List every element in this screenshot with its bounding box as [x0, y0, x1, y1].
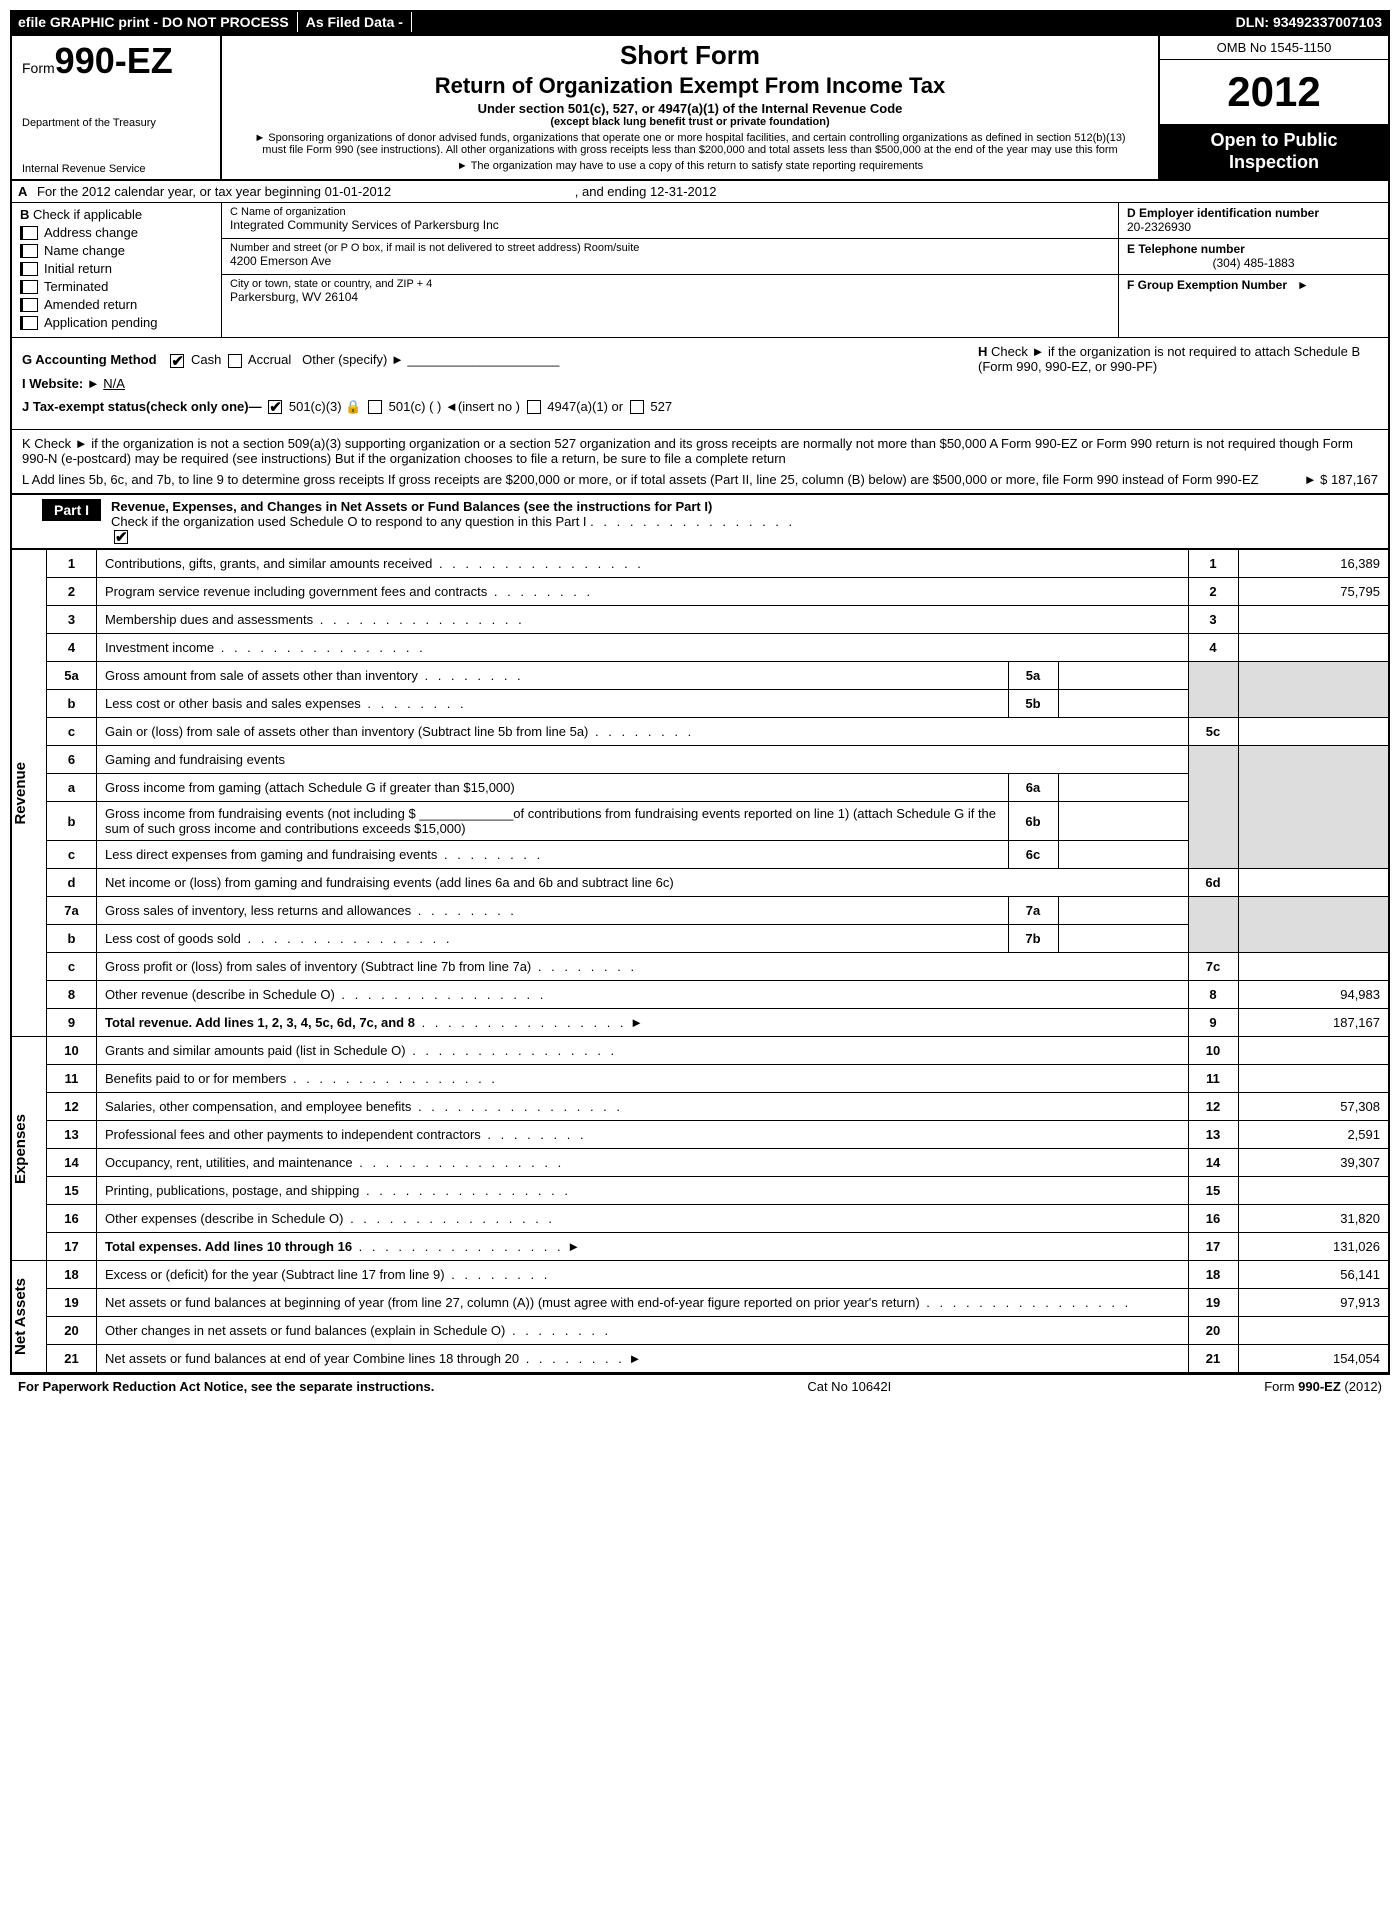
l-amount: ► $ 187,167	[1304, 472, 1378, 487]
street-label: Number and street (or P O box, if mail i…	[230, 242, 1110, 254]
h-text: Check ► if the organization is not requi…	[978, 344, 1360, 374]
col-b-head: Check if applicable	[33, 207, 142, 222]
chk-501c[interactable]	[368, 400, 382, 414]
street-val: 4200 Emerson Ave	[230, 254, 1110, 268]
note-sponsoring: Sponsoring organizations of donor advise…	[242, 132, 1138, 156]
dept-irs: Internal Revenue Service	[22, 163, 210, 175]
title-short-form: Short Form	[242, 40, 1138, 71]
asfiled-label: As Filed Data -	[298, 12, 412, 32]
col-b: B Check if applicable Address change Nam…	[12, 203, 222, 337]
form-number: Form990-EZ	[22, 40, 210, 82]
cb-pending[interactable]: Application pending	[20, 315, 213, 330]
form-no-big: 990-EZ	[55, 40, 173, 81]
f-label: F Group Exemption Number	[1127, 278, 1287, 292]
cell-street: Number and street (or P O box, if mail i…	[222, 239, 1118, 275]
footer-center: Cat No 10642I	[434, 1379, 1264, 1394]
row-a-text: For the 2012 calendar year, or tax year …	[37, 184, 391, 199]
l-text: L Add lines 5b, 6c, and 7b, to line 9 to…	[22, 472, 1378, 487]
row-a: A For the 2012 calendar year, or tax yea…	[12, 181, 1388, 203]
chk-accrual[interactable]	[228, 354, 242, 368]
city-label: City or town, state or country, and ZIP …	[230, 278, 1110, 290]
k-text: K Check ► if the organization is not a s…	[22, 436, 1378, 466]
d-val: 20-2326930	[1127, 220, 1380, 234]
page-footer: For Paperwork Reduction Act Notice, see …	[10, 1375, 1390, 1398]
chk-4947[interactable]	[527, 400, 541, 414]
open-public: Open to Public Inspection	[1160, 124, 1388, 179]
section-ghij: G Accounting Method Cash Accrual Other (…	[12, 338, 1388, 430]
chk-527[interactable]	[630, 400, 644, 414]
form-header: Form990-EZ Department of the Treasury In…	[12, 36, 1388, 181]
lines-table: Revenue 1Contributions, gifts, grants, a…	[12, 549, 1388, 1373]
section-bcd: B Check if applicable Address change Nam…	[12, 203, 1388, 338]
cell-phone: E Telephone number (304) 485-1883	[1119, 239, 1388, 275]
cb-name[interactable]: Name change	[20, 243, 213, 258]
col-d: D Employer identification number 20-2326…	[1118, 203, 1388, 337]
dln-label: DLN: 93492337007103	[1228, 12, 1390, 32]
row-a-label: A	[18, 184, 27, 199]
cb-amended[interactable]: Amended return	[20, 297, 213, 312]
header-center: Short Form Return of Organization Exempt…	[222, 36, 1158, 179]
line-h: H Check ► if the organization is not req…	[978, 344, 1378, 423]
col-b-label: B	[20, 207, 29, 222]
cb-initial[interactable]: Initial return	[20, 261, 213, 276]
part1-header: Part I Revenue, Expenses, and Changes in…	[12, 495, 1388, 550]
footer-left: For Paperwork Reduction Act Notice, see …	[18, 1379, 434, 1394]
section-kl: K Check ► if the organization is not a s…	[12, 430, 1388, 495]
e-val: (304) 485-1883	[1127, 256, 1380, 270]
label-netassets: Net Assets	[12, 1278, 29, 1355]
subtitle-section: Under section 501(c), 527, or 4947(a)(1)…	[242, 101, 1138, 116]
part1-sub: Check if the organization used Schedule …	[111, 514, 587, 529]
row-a-end: , and ending 12-31-2012	[575, 184, 717, 199]
efile-label: efile GRAPHIC print - DO NOT PROCESS	[10, 12, 298, 32]
j-label: J Tax-exempt status(check only one)—	[22, 399, 262, 414]
part1-title: Revenue, Expenses, and Changes in Net As…	[111, 499, 712, 514]
label-expenses: Expenses	[12, 1114, 29, 1184]
line-j: J Tax-exempt status(check only one)— 501…	[22, 399, 978, 415]
label-revenue: Revenue	[12, 762, 29, 825]
footer-right: Form 990-EZ (2012)	[1264, 1379, 1382, 1394]
e-label: E Telephone number	[1127, 242, 1245, 256]
line-g: G Accounting Method Cash Accrual Other (…	[22, 352, 978, 368]
col-c: C Name of organization Integrated Commun…	[222, 203, 1118, 337]
form-container: Form990-EZ Department of the Treasury In…	[10, 34, 1390, 1375]
top-bar: efile GRAPHIC print - DO NOT PROCESS As …	[10, 10, 1390, 34]
city-val: Parkersburg, WV 26104	[230, 290, 1110, 304]
title-return: Return of Organization Exempt From Incom…	[242, 73, 1138, 99]
cell-city: City or town, state or country, and ZIP …	[222, 275, 1118, 311]
d-label: D Employer identification number	[1127, 206, 1319, 220]
dept-treasury: Department of the Treasury	[22, 117, 210, 129]
cb-terminated[interactable]: Terminated	[20, 279, 213, 294]
note-state: The organization may have to use a copy …	[242, 160, 1138, 172]
i-val: N/A	[103, 376, 525, 391]
c-val: Integrated Community Services of Parkers…	[230, 218, 1110, 232]
cell-org-name: C Name of organization Integrated Commun…	[222, 203, 1118, 239]
part1-tag: Part I	[42, 499, 101, 521]
c-label: C Name of organization	[230, 206, 1110, 218]
cell-group: F Group Exemption Number ►	[1119, 275, 1388, 311]
cb-address[interactable]: Address change	[20, 225, 213, 240]
cell-ein: D Employer identification number 20-2326…	[1119, 203, 1388, 239]
g-label: G Accounting Method	[22, 352, 157, 367]
chk-501c3[interactable]	[268, 400, 282, 414]
omb-number: OMB No 1545-1150	[1160, 36, 1388, 60]
chk-schedule-o[interactable]	[114, 530, 128, 544]
form-prefix: Form	[22, 60, 55, 76]
subtitle-except: (except black lung benefit trust or priv…	[242, 116, 1138, 128]
line-i: I Website: ► N/A	[22, 376, 978, 391]
header-left: Form990-EZ Department of the Treasury In…	[12, 36, 222, 179]
header-right: OMB No 1545-1150 2012 Open to Public Ins…	[1158, 36, 1388, 179]
i-label: I Website: ►	[22, 376, 100, 391]
tax-year: 2012	[1160, 60, 1388, 124]
chk-cash[interactable]	[170, 354, 184, 368]
